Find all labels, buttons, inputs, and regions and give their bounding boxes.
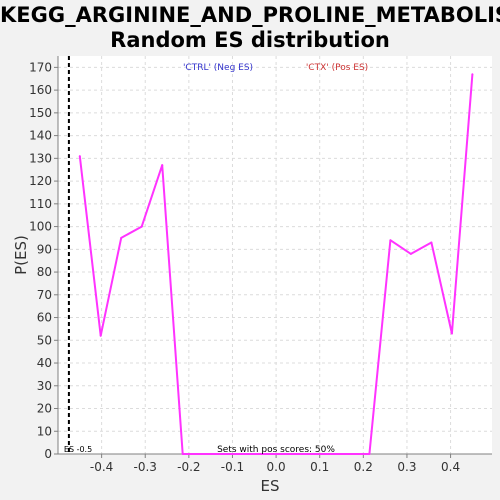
chart-title-line1: KEGG_ARGININE_AND_PROLINE_METABOLISM:	[0, 3, 500, 27]
y-tick-label: 100	[29, 220, 52, 234]
pos-scores-annotation: Sets with pos scores: 50%	[217, 445, 335, 455]
x-tick-label: 0.4	[441, 460, 460, 474]
data-point	[450, 332, 453, 335]
data-point	[368, 453, 371, 455]
y-tick-label: 10	[37, 424, 52, 438]
marks	[67, 56, 474, 455]
y-tick-label: 50	[37, 333, 52, 347]
plot-area	[58, 56, 492, 454]
labels: ES P(ES) ES -0.5 'CTRL' (Neg ES) 'CTX' (Pos …	[12, 63, 368, 495]
y-tick-label: 110	[29, 197, 52, 211]
x-tick-label: 0.3	[397, 460, 416, 474]
x-tick-label: -0.2	[177, 460, 200, 474]
y-tick-label: 30	[37, 379, 52, 393]
x-tick-label: 0.2	[354, 460, 373, 474]
y-tick-label: 130	[29, 151, 52, 165]
ticks: 0 10 20 30 40 50 60 70 80 90 100 110 120 130 140 150 160…	[29, 60, 460, 474]
data-point	[471, 73, 474, 76]
y-tick-label: 170	[29, 60, 52, 74]
y-tick-label: 20	[37, 402, 52, 416]
x-tick-label: 0.1	[310, 460, 329, 474]
y-tick-label: 90	[37, 242, 52, 256]
y-tick-label: 150	[29, 106, 52, 120]
y-tick-label: 70	[37, 288, 52, 302]
y-axis-label: P(ES)	[12, 235, 30, 275]
chart-title-line2: Random ES distribution	[110, 28, 390, 52]
x-tick-label: -0.3	[134, 460, 157, 474]
es-vline-label: ES -0.5	[64, 445, 92, 454]
grid	[58, 56, 492, 455]
y-tick-label: 160	[29, 83, 52, 97]
y-tick-label: 140	[29, 129, 52, 143]
x-tick-label: 0.0	[267, 460, 286, 474]
data-point	[409, 252, 412, 255]
data-point	[430, 241, 433, 244]
y-tick-label: 0	[44, 447, 52, 461]
y-tick-label: 40	[37, 356, 52, 370]
legend-neg: 'CTRL' (Neg ES)	[183, 63, 253, 73]
data-point	[78, 155, 81, 158]
x-tick-label: -0.1	[221, 460, 244, 474]
x-axis-label: ES	[261, 477, 280, 495]
data-point	[120, 236, 123, 239]
data-point	[140, 225, 143, 228]
legend-pos: 'CTX' (Pos ES)	[306, 63, 368, 73]
y-tick-label: 60	[37, 311, 52, 325]
y-tick-label: 120	[29, 174, 52, 188]
data-point	[161, 164, 164, 167]
data-point	[181, 453, 184, 455]
y-tick-label: 80	[37, 265, 52, 279]
data-point	[389, 239, 392, 242]
x-tick-label: -0.4	[90, 460, 113, 474]
data-point	[99, 334, 102, 337]
series-line	[78, 74, 474, 455]
